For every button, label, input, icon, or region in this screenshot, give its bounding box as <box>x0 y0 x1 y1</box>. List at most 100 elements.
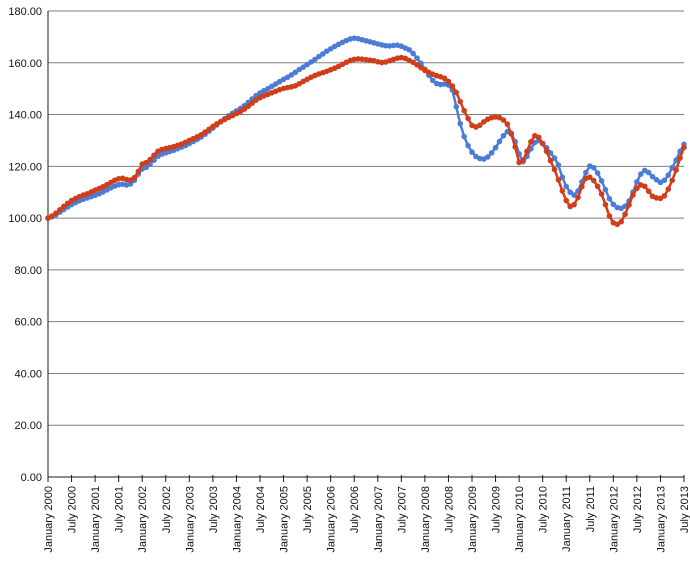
red-series-marker <box>528 138 534 145</box>
red-series-marker <box>539 140 546 147</box>
x-tick-label: July 2005 <box>302 486 314 533</box>
axes <box>47 11 684 478</box>
red-series-marker <box>665 186 672 192</box>
blue-series-marker <box>127 181 134 187</box>
blue-series-marker <box>414 55 420 61</box>
red-series-marker <box>64 200 71 207</box>
blue-series-marker <box>665 172 672 178</box>
y-tick-label: 180.00 <box>8 6 42 18</box>
red-series-marker <box>457 98 464 105</box>
blue-series-marker <box>567 189 573 196</box>
blue-series-marker <box>410 50 416 57</box>
blue-series-marker <box>143 164 149 171</box>
y-axis-labels: 0.00 20.00 40.00 60.00 80.00 100.00 120.00 140.… <box>8 6 42 484</box>
blue-series-marker <box>457 120 464 127</box>
red-series-marker <box>524 148 530 155</box>
red-series-marker <box>520 157 526 164</box>
blue-series-marker <box>610 201 617 208</box>
x-axis-ticks <box>47 475 685 482</box>
red-series-marker <box>202 129 208 135</box>
red-series-marker <box>626 202 632 208</box>
x-tick-label: July 2012 <box>632 486 644 533</box>
blue-series-marker <box>583 169 589 176</box>
y-tick-label: 160.00 <box>8 58 42 70</box>
red-series-marker <box>551 166 558 173</box>
red-series-marker <box>477 122 483 128</box>
x-tick-label: July 2004 <box>255 486 267 533</box>
red-series-marker <box>512 144 518 150</box>
red-series-marker <box>449 83 456 89</box>
red-series-marker <box>630 192 636 198</box>
x-tick-label: July 2011 <box>585 486 597 532</box>
blue-series-marker <box>469 149 475 155</box>
y-tick-label: 0.00 <box>21 472 42 484</box>
x-tick-label: January 2012 <box>608 486 620 553</box>
blue-series-marker <box>555 162 562 168</box>
red-series-marker <box>618 218 624 225</box>
red-series-line <box>46 56 686 226</box>
blue-series-marker <box>645 169 652 176</box>
red-series-marker <box>634 185 640 192</box>
blue-series-marker <box>484 154 491 160</box>
blue-series-marker <box>320 51 326 57</box>
red-series-marker <box>594 183 601 190</box>
red-series-marker <box>245 103 252 110</box>
blue-series-marker <box>634 179 640 185</box>
x-tick-label: July 2010 <box>538 486 550 533</box>
x-tick-label: July 2007 <box>396 486 408 533</box>
red-series-marker <box>418 64 424 71</box>
blue-series-marker <box>590 164 597 171</box>
y-tick-label: 120.00 <box>8 161 42 173</box>
red-series-marker <box>151 152 157 158</box>
red-series-marker <box>60 203 67 210</box>
red-series-marker <box>677 155 683 161</box>
x-tick-label: July 2000 <box>67 486 79 533</box>
red-series-marker <box>571 201 577 208</box>
blue-series-marker <box>602 186 609 193</box>
x-tick-label: January 2011 <box>561 486 573 552</box>
x-tick-label: January 2005 <box>279 486 291 553</box>
x-tick-label: July 2002 <box>161 486 173 533</box>
blue-series-marker <box>598 178 605 184</box>
red-series-marker <box>49 213 55 219</box>
red-series-marker <box>622 211 628 218</box>
red-series-marker <box>673 167 679 173</box>
x-axis-labels: January 2000 July 2000 January 2001 July 20… <box>43 486 690 553</box>
y-tick-label: 80.00 <box>14 265 42 277</box>
x-tick-label: July 2006 <box>349 486 361 533</box>
red-series-marker <box>147 156 153 163</box>
blue-series-marker <box>649 173 656 180</box>
series-red-series <box>45 54 687 228</box>
x-tick-label: July 2008 <box>443 486 455 533</box>
blue-series-marker <box>500 132 507 139</box>
x-tick-label: January 2003 <box>184 486 196 553</box>
red-series-marker <box>461 107 467 114</box>
red-series-marker <box>453 89 460 96</box>
x-tick-label: January 2007 <box>373 486 385 553</box>
x-tick-label: January 2010 <box>514 486 526 553</box>
blue-series-marker <box>292 69 299 76</box>
red-series-marker <box>465 115 471 122</box>
red-series-marker <box>641 183 648 190</box>
x-tick-label: July 2013 <box>679 486 690 533</box>
red-series-marker <box>575 194 581 201</box>
red-series-marker <box>681 144 687 151</box>
blue-series-marker <box>661 177 668 184</box>
y-tick-label: 40.00 <box>14 368 42 380</box>
gridlines <box>48 10 684 426</box>
y-tick-label: 140.00 <box>8 110 42 122</box>
red-series-marker <box>206 126 212 133</box>
red-series-marker <box>586 174 593 181</box>
blue-series-marker <box>429 77 436 84</box>
red-series-marker <box>661 193 668 199</box>
blue-series-marker <box>594 170 601 176</box>
x-tick-label: July 2009 <box>491 486 503 533</box>
red-series-marker <box>555 177 562 183</box>
blue-series-marker <box>312 56 318 63</box>
blue-series-marker <box>638 171 644 177</box>
red-series-marker <box>563 197 570 204</box>
x-tick-label: January 2004 <box>231 486 243 553</box>
blue-series-marker <box>563 183 570 190</box>
blue-series-marker <box>406 47 412 53</box>
red-series-marker <box>669 177 676 184</box>
